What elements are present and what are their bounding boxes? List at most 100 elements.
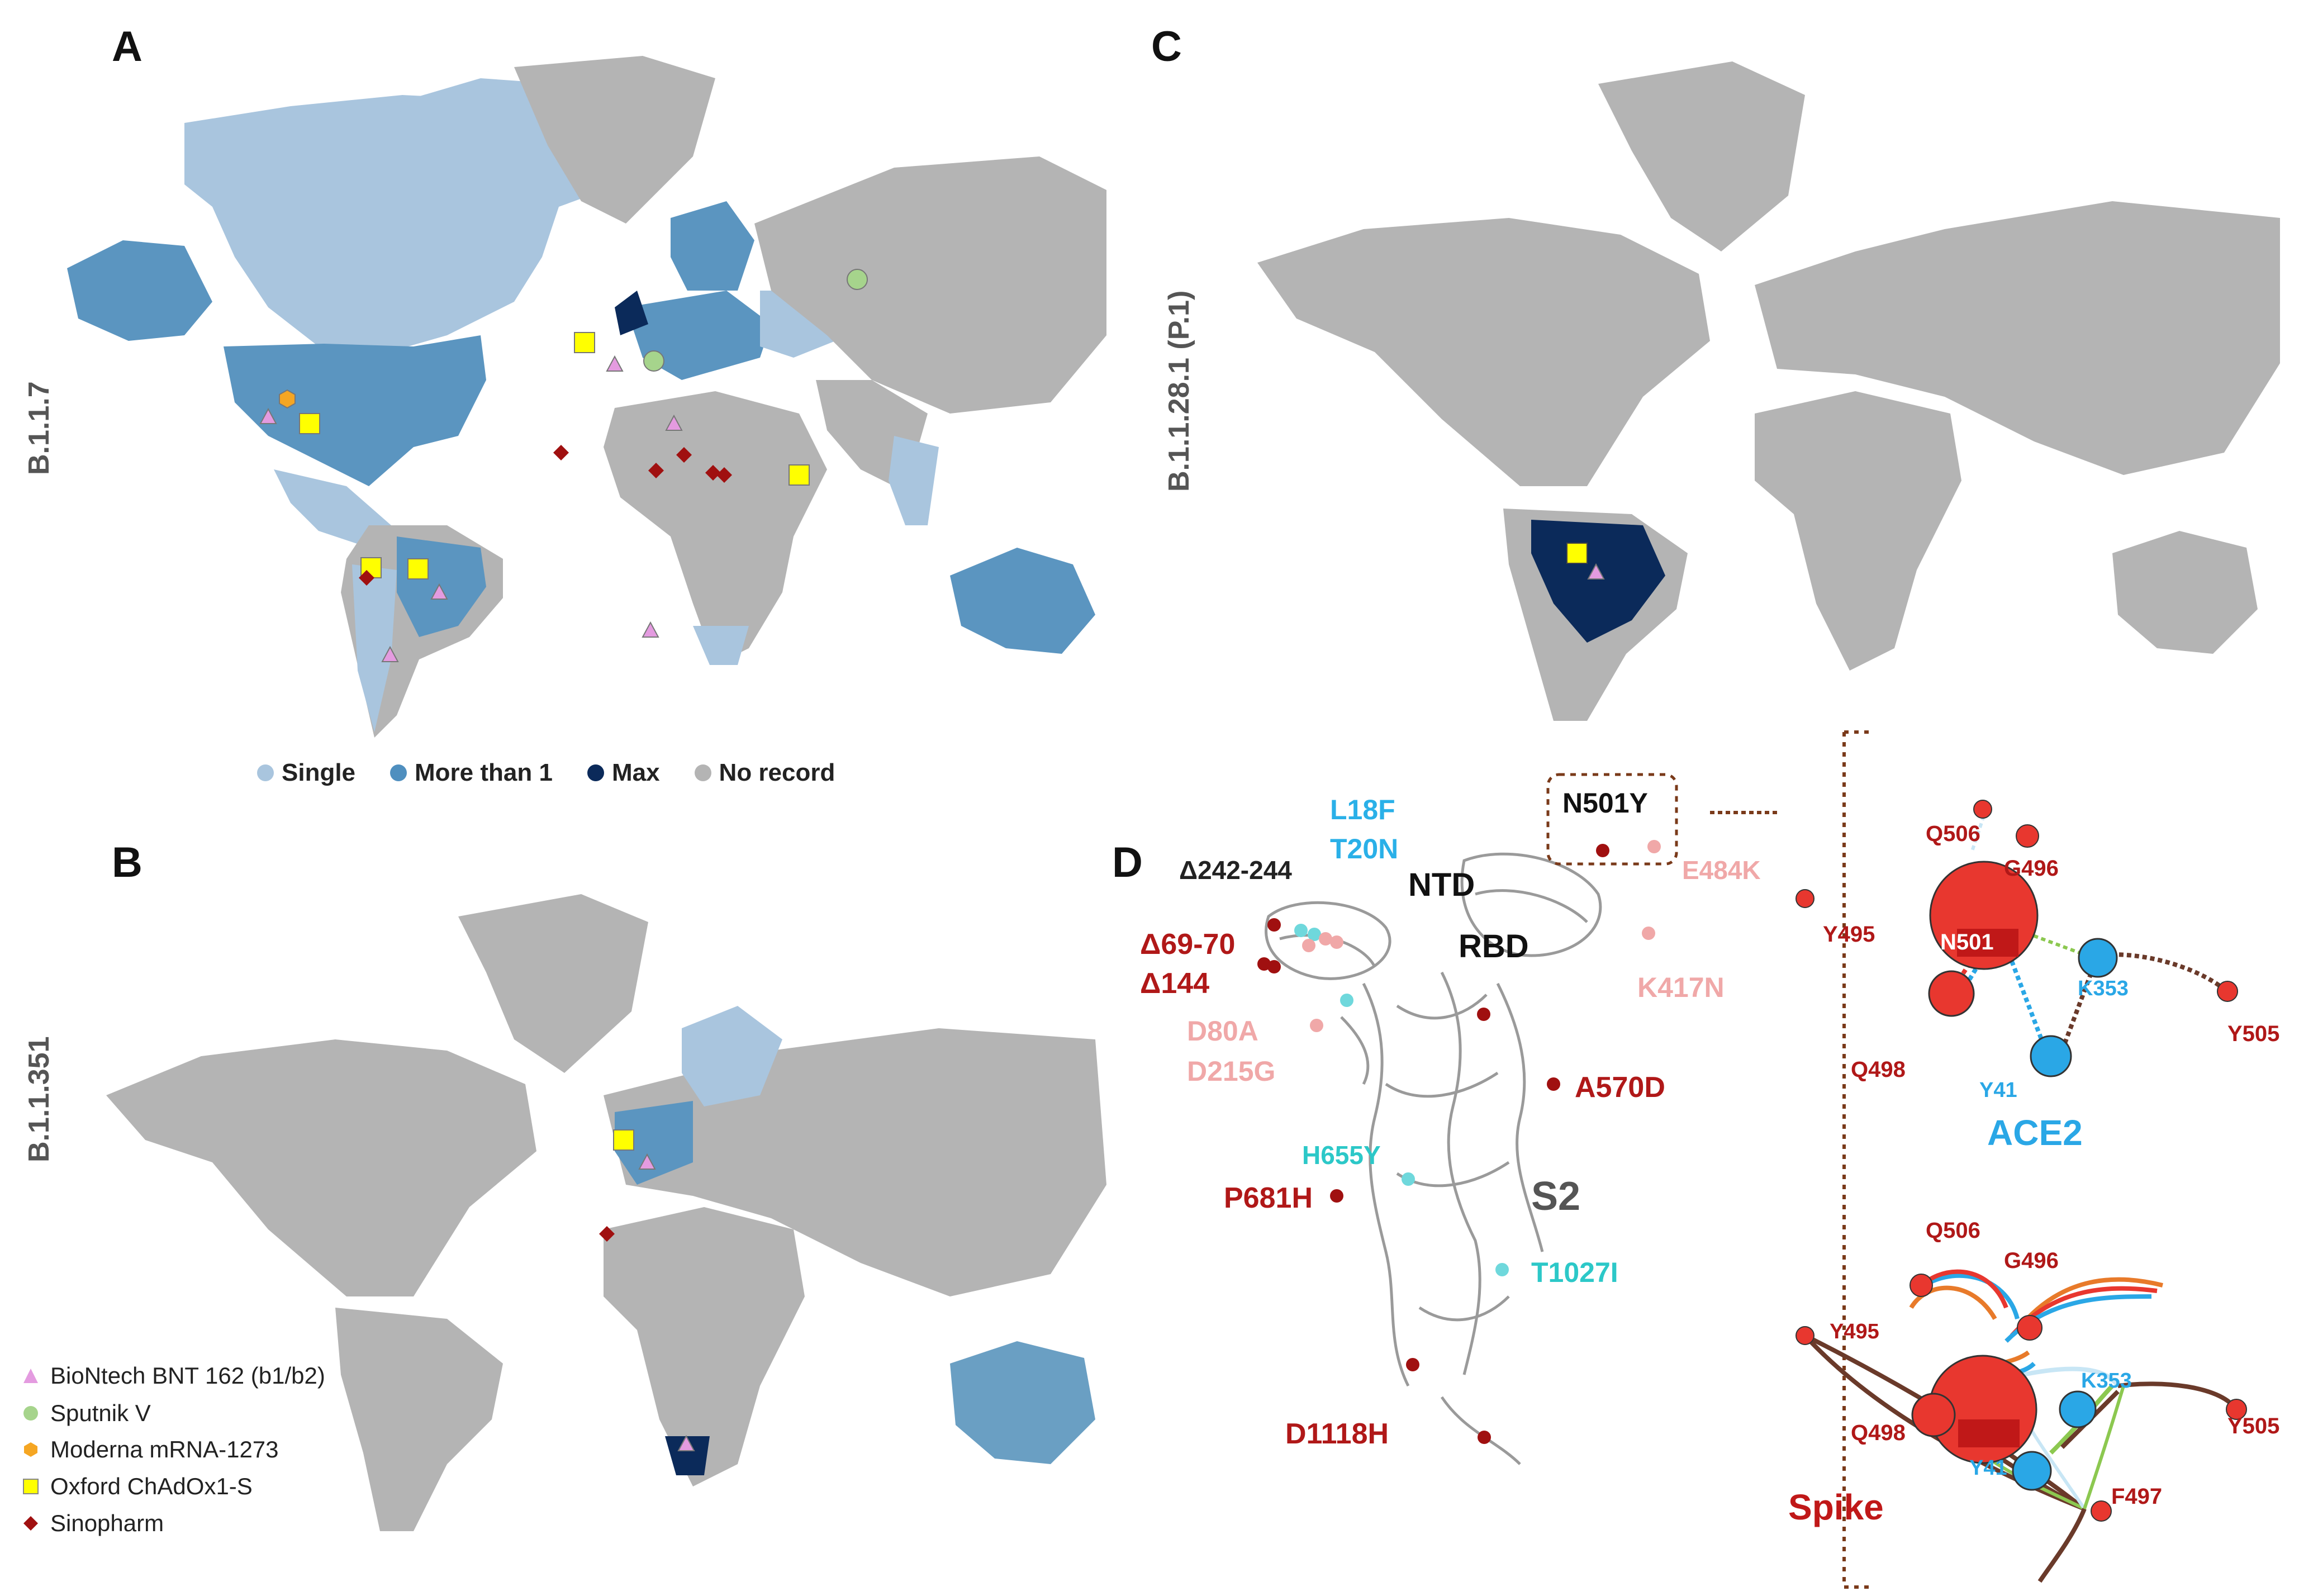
mutation-sphere (1478, 1431, 1491, 1444)
residue-label: Q498 (1851, 1421, 1906, 1445)
brazil-max (1531, 520, 1665, 643)
biontech-marker (606, 355, 624, 372)
sputnik-marker (847, 269, 868, 290)
residue-label: Q498 (1851, 1057, 1906, 1082)
legend-label: BioNtech BNT 162 (b1/b2) (50, 1362, 325, 1389)
mutation-label-d6970: Δ69-70 (1140, 928, 1236, 961)
mutation-label-d1118h: D1118H (1285, 1418, 1389, 1450)
mutation-sphere (1340, 994, 1353, 1007)
more-swatch-icon (390, 764, 407, 781)
legend-label: Moderna mRNA-1273 (50, 1436, 279, 1462)
residue-label: Y495 (1830, 1320, 1879, 1343)
panel-letter-b: B (112, 839, 142, 886)
legend-item-none: No record (694, 759, 835, 787)
usa-region (224, 335, 486, 486)
alaska-region (67, 240, 212, 341)
west-europe-region (615, 1101, 693, 1185)
domain-label-ntd: NTD (1408, 867, 1475, 903)
oxford-marker (407, 558, 429, 580)
variant-label-b: B.1.1.351 (23, 1036, 55, 1163)
mutation-sphere (1495, 1263, 1509, 1276)
mutation-label-t20n: T20N (1330, 833, 1399, 864)
oxford-marker (1566, 543, 1588, 564)
mutation-sphere (1547, 1077, 1560, 1091)
sinopharm-marker (648, 463, 664, 478)
biontech-marker (638, 1153, 656, 1170)
none-swatch-icon (694, 764, 711, 781)
legend-label: More than 1 (415, 759, 553, 786)
y501-network (1796, 1269, 2247, 1583)
residue-label: G496 (2004, 856, 2059, 881)
greenland (1598, 61, 1805, 251)
single-swatch-icon (257, 764, 274, 781)
circle-icon (23, 1406, 38, 1421)
north-america (106, 1039, 536, 1296)
africa (604, 391, 827, 665)
vaccine-legend-item: Sinopharm (22, 1510, 164, 1537)
mutation-sphere (1310, 1019, 1323, 1032)
residue-label: Y505 (2227, 1022, 2280, 1046)
ace2-title: ACE2 (1987, 1113, 2083, 1153)
biontech-marker (1587, 563, 1605, 580)
residue-label: Q506 (1926, 1218, 1980, 1243)
south-america (335, 1308, 503, 1531)
biontech-marker (259, 407, 277, 424)
residue-label: F497 (2111, 1484, 2163, 1509)
legend-label: Max (611, 759, 660, 786)
panel-letter-c: C (1151, 23, 1182, 70)
mutation-label-h655y: H655Y (1302, 1141, 1381, 1170)
india-region (889, 436, 939, 525)
legend-label: Sputnik V (50, 1400, 151, 1426)
mutation-label-k417n: K417N (1637, 972, 1725, 1003)
sinopharm-marker (553, 445, 569, 460)
mutation-label-l18f: L18F (1330, 794, 1395, 825)
eurasia (1755, 201, 2280, 475)
legend-label: Sinopharm (50, 1510, 164, 1536)
vaccine-legend-item: Oxford ChAdOx1-S (22, 1473, 253, 1500)
australia (2112, 531, 2258, 654)
biontech-marker (642, 621, 659, 638)
north-america (1257, 218, 1710, 486)
domain-label-s2: S2 (1531, 1174, 1581, 1219)
mutation-sphere (1319, 932, 1332, 946)
sinopharm-marker (676, 447, 692, 463)
south-africa-max (665, 1436, 710, 1475)
ace2-residue-label: K353 (2078, 977, 2129, 1000)
mutation-sphere (1642, 927, 1655, 940)
mutation-label-t1027i: T1027I (1531, 1257, 1618, 1288)
square-icon (23, 1479, 39, 1494)
oxford-marker (299, 413, 320, 434)
variant-label-a: B.1.1.7 (23, 381, 55, 475)
australia-region (950, 548, 1095, 654)
sinopharm-marker (599, 1226, 615, 1242)
mutation-label-d242: Δ242-244 (1179, 856, 1292, 885)
panel-letter-d: D (1112, 839, 1143, 886)
n501-network (1796, 800, 2238, 1077)
sinopharm-marker (705, 465, 721, 481)
mutation-sphere (1302, 939, 1315, 952)
center-residue-label: N501 (1940, 930, 1994, 954)
mutation-sphere (1477, 1008, 1490, 1021)
ace2-residue-label: K353 (2081, 1369, 2132, 1393)
mutation-sphere (1647, 840, 1661, 853)
records-legend: Single More than 1 Max No record (257, 759, 835, 787)
mutation-label-e484k: E484K (1682, 856, 1761, 885)
ace2-residue-label: Y41 (1979, 1079, 2017, 1102)
residue-label: G496 (2004, 1248, 2059, 1273)
north-america-single (184, 95, 620, 358)
scandinavia-region (682, 1006, 782, 1106)
legend-item-more: More than 1 (390, 759, 553, 787)
chile-region (352, 564, 397, 732)
legend-label: Oxford ChAdOx1-S (50, 1473, 253, 1499)
interaction-panel (1796, 730, 2247, 1589)
greenland (458, 894, 648, 1073)
diamond-icon (23, 1516, 38, 1531)
mutation-label-d144: Δ144 (1140, 967, 1210, 1000)
scandinavia-region (671, 201, 754, 291)
world-map-b (106, 894, 1106, 1531)
hexagon-icon (24, 1442, 37, 1457)
triangle-icon (23, 1369, 38, 1383)
residue-label: Y505 (2227, 1414, 2280, 1438)
n501y-highlight-box (1546, 773, 1678, 866)
oxford-marker (574, 332, 595, 353)
